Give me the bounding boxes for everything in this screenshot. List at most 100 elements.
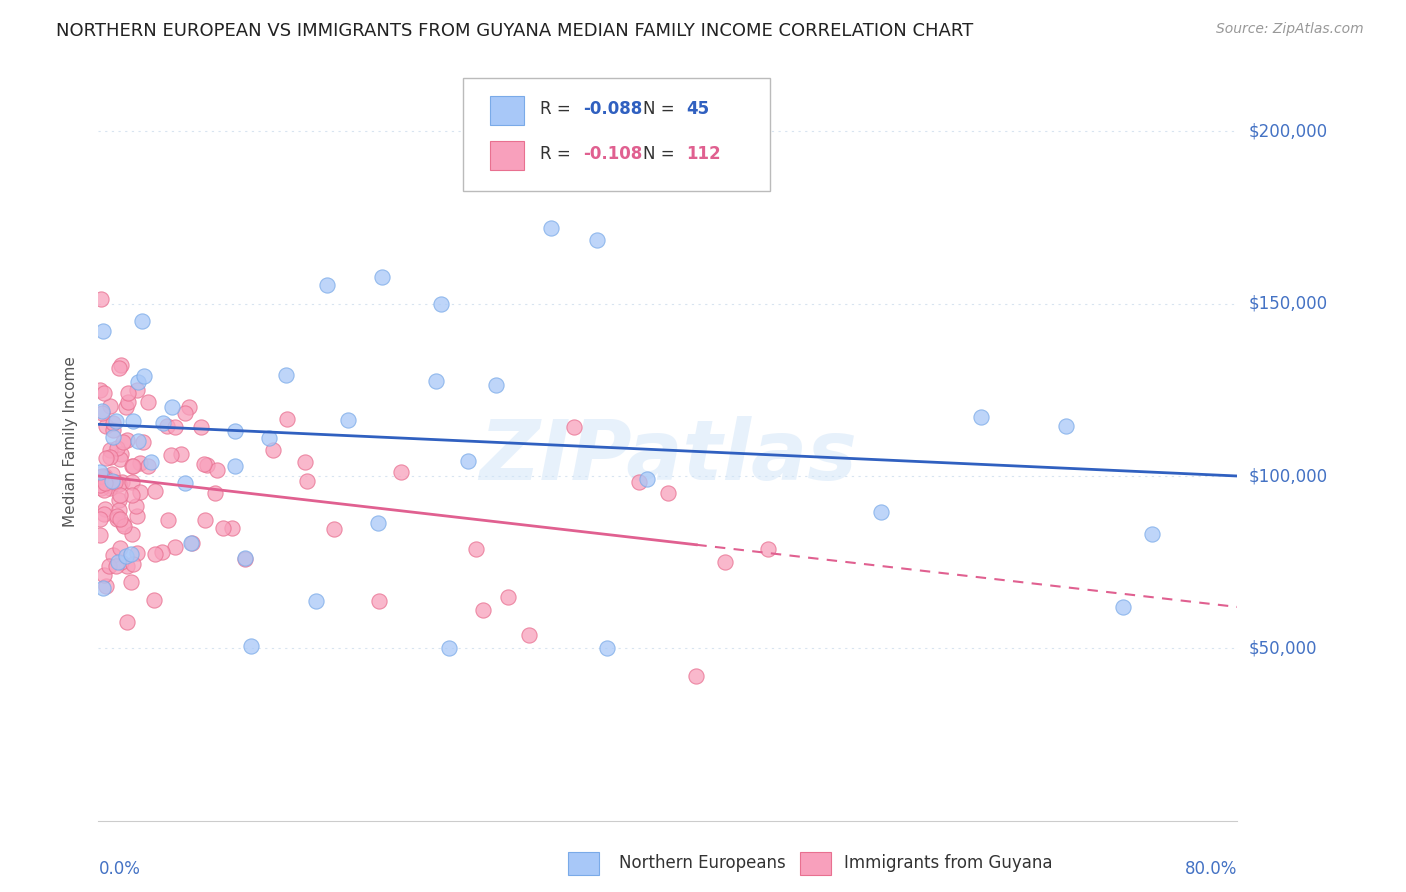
Text: 112: 112 (686, 145, 721, 163)
Text: Immigrants from Guyana: Immigrants from Guyana (844, 855, 1052, 872)
Point (100, 478, 122, 492)
Point (108, 492, 131, 507)
Point (90, 481, 112, 495)
Point (276, 368, 298, 383)
Text: Source: ZipAtlas.com: Source: ZipAtlas.com (1216, 22, 1364, 37)
Point (257, 431, 280, 445)
Point (174, 406, 197, 420)
Point (471, 602, 494, 616)
Point (94, 419, 117, 434)
Point (103, 429, 125, 443)
Point (1112, 599, 1135, 614)
Point (108, 511, 131, 525)
Point (212, 521, 235, 535)
Point (121, 459, 143, 474)
Point (115, 433, 138, 447)
Point (93, 568, 115, 582)
Point (94, 450, 117, 465)
Text: $50,000: $50,000 (1249, 640, 1317, 657)
Point (94, 471, 117, 485)
Point (91, 469, 114, 483)
Point (112, 519, 135, 533)
Point (117, 395, 139, 409)
Point (111, 475, 134, 489)
Point (221, 521, 243, 535)
Point (96, 476, 118, 491)
Point (132, 369, 155, 384)
Point (127, 383, 149, 397)
Point (93, 483, 115, 498)
FancyBboxPatch shape (491, 96, 524, 125)
Point (465, 541, 488, 556)
Point (425, 374, 447, 388)
Point (117, 615, 139, 630)
Point (193, 457, 215, 471)
Text: Northern Europeans: Northern Europeans (619, 855, 786, 872)
Point (156, 418, 179, 433)
Point (262, 443, 284, 458)
Point (160, 401, 183, 415)
Text: 45: 45 (686, 100, 709, 118)
Point (107, 509, 129, 524)
Point (127, 375, 149, 389)
Text: N =: N = (643, 145, 679, 163)
Point (685, 669, 707, 683)
Point (89, 383, 111, 397)
Point (117, 386, 139, 401)
FancyBboxPatch shape (463, 78, 770, 191)
Point (177, 400, 200, 414)
Point (90, 292, 112, 306)
Point (129, 456, 152, 470)
Point (89, 465, 111, 479)
Point (165, 540, 187, 554)
Point (101, 467, 124, 481)
Point (98, 399, 121, 413)
Point (224, 425, 246, 439)
Point (108, 487, 131, 501)
Point (107, 441, 129, 455)
Point (105, 511, 128, 525)
Point (107, 555, 129, 569)
Point (170, 448, 193, 462)
Point (430, 297, 453, 311)
Point (108, 452, 131, 467)
Text: ZIPatlas: ZIPatlas (479, 417, 856, 497)
Point (111, 516, 134, 531)
Point (97, 559, 120, 574)
Point (498, 591, 520, 605)
Point (136, 458, 159, 473)
Point (870, 505, 893, 519)
Point (596, 641, 619, 656)
Point (125, 508, 148, 523)
Point (125, 500, 148, 514)
Point (121, 475, 143, 489)
Point (110, 555, 132, 569)
Point (143, 483, 166, 498)
Point (294, 455, 316, 469)
Point (564, 419, 586, 434)
Point (112, 434, 135, 449)
Point (122, 458, 145, 473)
Text: $150,000: $150,000 (1249, 294, 1327, 313)
Point (540, 220, 562, 235)
Point (233, 551, 256, 566)
Point (204, 485, 226, 500)
Point (337, 413, 360, 427)
Point (129, 484, 152, 499)
Point (94, 475, 117, 490)
Point (108, 541, 131, 556)
Point (94, 468, 117, 483)
Point (122, 557, 145, 571)
Text: -0.088: -0.088 (583, 100, 643, 118)
Point (970, 409, 993, 424)
Point (93, 507, 115, 521)
Point (139, 455, 162, 469)
Point (156, 513, 179, 527)
Point (89, 470, 111, 484)
Point (1140, 526, 1163, 541)
Point (115, 559, 138, 574)
Point (180, 536, 202, 550)
Point (101, 548, 124, 562)
Point (389, 465, 412, 479)
Point (367, 516, 389, 530)
